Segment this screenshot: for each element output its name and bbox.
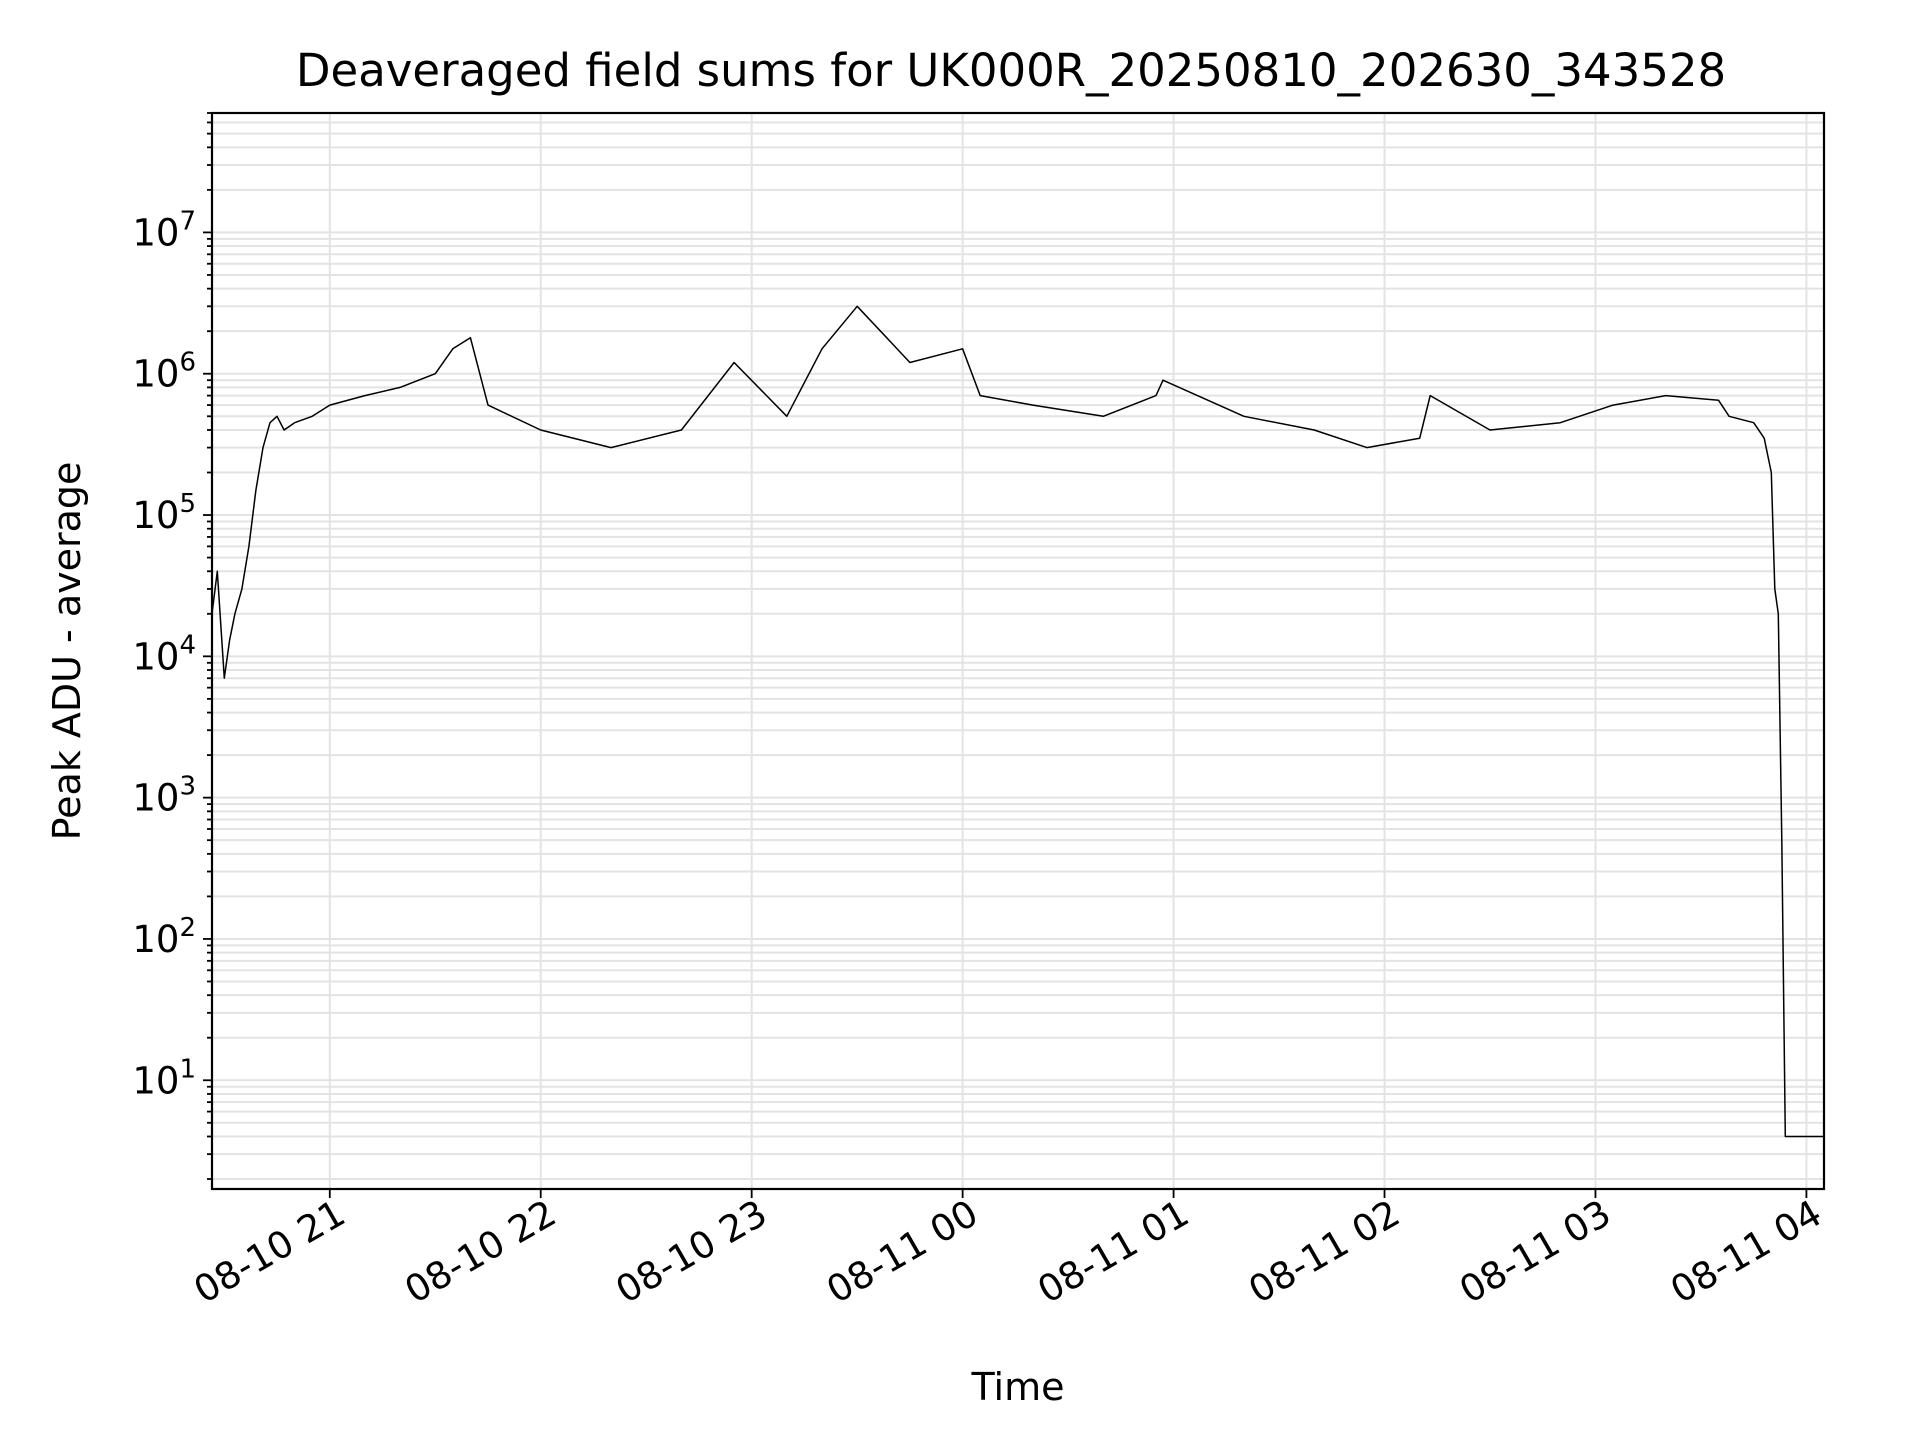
- y-tick-label: 107: [132, 206, 196, 254]
- x-axis-label: Time: [971, 1365, 1065, 1409]
- y-tick-label: 102: [132, 913, 196, 961]
- plot-frame: [210, 111, 1826, 1191]
- y-tick-label: 105: [132, 489, 196, 537]
- data-line: [211, 305, 1824, 1138]
- chart-title: Deaveraged field sums for UK000R_2025081…: [296, 44, 1726, 97]
- y-axis: 101 102 103 104 105 106 107: [132, 112, 212, 1180]
- grid: [212, 112, 1824, 1189]
- series-group: [211, 305, 1824, 1138]
- y-axis-label: Peak ADU - average: [45, 462, 89, 841]
- y-tick-label: 106: [132, 348, 196, 396]
- y-tick-label: 101: [132, 1054, 196, 1102]
- y-tick-label: 103: [132, 772, 196, 820]
- y-tick-label: 104: [132, 630, 196, 678]
